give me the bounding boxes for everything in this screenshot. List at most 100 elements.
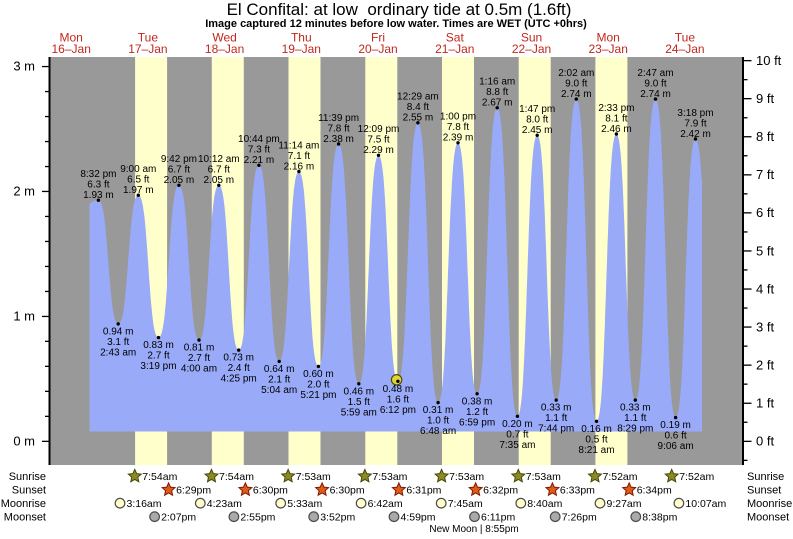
svg-text:0.81 m: 0.81 m xyxy=(184,343,215,354)
svg-text:9 ft: 9 ft xyxy=(756,91,774,106)
svg-text:6.7 ft: 6.7 ft xyxy=(208,165,230,176)
svg-text:2.7 ft: 2.7 ft xyxy=(147,351,169,362)
svg-text:0.46 m: 0.46 m xyxy=(344,386,375,397)
svg-text:3.1 ft: 3.1 ft xyxy=(107,337,129,348)
svg-text:7:26pm: 7:26pm xyxy=(562,511,597,523)
svg-text:2.05 m: 2.05 m xyxy=(164,175,195,186)
svg-text:8:40am: 8:40am xyxy=(527,498,562,510)
svg-text:3 m: 3 m xyxy=(13,59,35,74)
svg-text:21–Jan: 21–Jan xyxy=(435,42,474,56)
svg-text:7.9 ft: 7.9 ft xyxy=(684,118,706,129)
svg-text:6.7 ft: 6.7 ft xyxy=(168,165,190,176)
svg-text:Moonset: Moonset xyxy=(4,511,46,523)
svg-text:2.21 m: 2.21 m xyxy=(244,155,275,166)
svg-text:2.0 ft: 2.0 ft xyxy=(307,379,329,390)
svg-text:New Moon | 8:55pm: New Moon | 8:55pm xyxy=(429,524,518,535)
svg-text:Tue: Tue xyxy=(675,31,696,45)
svg-text:2.55 m: 2.55 m xyxy=(403,113,434,124)
svg-text:7:54am: 7:54am xyxy=(219,471,254,483)
svg-text:Tue: Tue xyxy=(138,31,159,45)
svg-text:Wed: Wed xyxy=(212,31,236,45)
svg-text:6:32pm: 6:32pm xyxy=(483,484,518,496)
svg-text:0.16 m: 0.16 m xyxy=(581,424,612,435)
svg-text:7.8 ft: 7.8 ft xyxy=(327,123,349,134)
svg-text:5:33am: 5:33am xyxy=(287,498,322,510)
svg-text:Mon: Mon xyxy=(597,31,620,45)
svg-text:2:43 am: 2:43 am xyxy=(100,347,136,358)
svg-text:7:54am: 7:54am xyxy=(142,471,177,483)
svg-text:Fri: Fri xyxy=(371,31,385,45)
svg-text:1:47 pm: 1:47 pm xyxy=(519,104,555,115)
svg-text:11:14 am: 11:14 am xyxy=(278,140,319,151)
svg-text:1.1 ft: 1.1 ft xyxy=(624,413,646,424)
svg-text:Sunrise: Sunrise xyxy=(9,471,46,483)
svg-text:Moonrise: Moonrise xyxy=(747,498,792,510)
svg-text:8.1 ft: 8.1 ft xyxy=(605,113,627,124)
svg-text:0.60 m: 0.60 m xyxy=(303,369,334,380)
svg-text:4:00 am: 4:00 am xyxy=(181,364,217,375)
svg-text:3:52pm: 3:52pm xyxy=(320,511,355,523)
svg-text:Sunset: Sunset xyxy=(12,484,46,496)
svg-text:10:12 am: 10:12 am xyxy=(198,154,240,165)
svg-text:2.1 ft: 2.1 ft xyxy=(268,374,290,385)
svg-text:2.45 m: 2.45 m xyxy=(522,125,553,136)
svg-text:4 ft: 4 ft xyxy=(756,281,774,296)
svg-text:7:44 pm: 7:44 pm xyxy=(538,424,574,435)
svg-text:El Confital: at low ordinary: El Confital: at low ordinary tide at 0.5… xyxy=(227,0,572,19)
svg-text:6:48 am: 6:48 am xyxy=(420,426,456,437)
svg-text:6:12 pm: 6:12 pm xyxy=(380,405,416,416)
svg-text:7.5 ft: 7.5 ft xyxy=(367,135,389,146)
svg-text:8 ft: 8 ft xyxy=(756,129,774,144)
svg-text:0.33 m: 0.33 m xyxy=(541,403,572,414)
svg-text:0.48 m: 0.48 m xyxy=(383,384,414,395)
svg-text:1.0 ft: 1.0 ft xyxy=(427,416,449,427)
svg-text:Mon: Mon xyxy=(60,31,83,45)
svg-text:8:21 am: 8:21 am xyxy=(578,445,614,456)
svg-text:12:29 am: 12:29 am xyxy=(397,92,439,103)
svg-text:9.0 ft: 9.0 ft xyxy=(644,78,666,89)
svg-text:2.05 m: 2.05 m xyxy=(204,175,235,186)
svg-text:3:19 pm: 3:19 pm xyxy=(140,361,176,372)
svg-text:7:45am: 7:45am xyxy=(448,498,483,510)
svg-text:0.5 ft: 0.5 ft xyxy=(585,434,607,445)
svg-text:12:09 pm: 12:09 pm xyxy=(358,124,400,135)
svg-text:6:31pm: 6:31pm xyxy=(406,484,441,496)
svg-text:0.83 m: 0.83 m xyxy=(143,340,174,351)
svg-text:9:06 am: 9:06 am xyxy=(658,441,694,452)
svg-text:18–Jan: 18–Jan xyxy=(205,42,244,56)
svg-text:5:21 pm: 5:21 pm xyxy=(300,390,336,401)
svg-text:Moonset: Moonset xyxy=(747,511,789,523)
svg-text:6:34pm: 6:34pm xyxy=(637,484,672,496)
svg-text:5 ft: 5 ft xyxy=(756,243,774,258)
svg-text:10:44 pm: 10:44 pm xyxy=(238,134,280,145)
svg-text:2 ft: 2 ft xyxy=(756,358,774,373)
svg-text:1.1 ft: 1.1 ft xyxy=(545,413,567,424)
svg-text:0 ft: 0 ft xyxy=(756,434,774,449)
svg-text:2:55pm: 2:55pm xyxy=(240,511,275,523)
svg-text:2.4 ft: 2.4 ft xyxy=(228,363,250,374)
svg-text:1:16 am: 1:16 am xyxy=(479,77,515,88)
svg-text:7:53am: 7:53am xyxy=(449,471,484,483)
svg-text:3:18 pm: 3:18 pm xyxy=(677,108,713,119)
svg-text:7:53am: 7:53am xyxy=(372,471,407,483)
svg-text:2.7 ft: 2.7 ft xyxy=(188,353,210,364)
svg-text:0.33 m: 0.33 m xyxy=(620,403,651,414)
svg-text:0.20 m: 0.20 m xyxy=(502,419,533,430)
svg-text:4:23am: 4:23am xyxy=(207,498,242,510)
svg-text:10 ft: 10 ft xyxy=(756,53,782,68)
svg-text:2.16 m: 2.16 m xyxy=(284,161,315,172)
svg-text:2.67 m: 2.67 m xyxy=(482,98,513,109)
svg-text:2.74 m: 2.74 m xyxy=(640,89,671,100)
svg-text:2.42 m: 2.42 m xyxy=(680,129,711,140)
svg-text:0.19 m: 0.19 m xyxy=(660,420,691,431)
svg-text:6:30pm: 6:30pm xyxy=(253,484,288,496)
svg-text:6:59 pm: 6:59 pm xyxy=(459,417,495,428)
svg-text:8.0 ft: 8.0 ft xyxy=(526,115,548,126)
svg-text:7.8 ft: 7.8 ft xyxy=(447,122,469,133)
svg-text:1 m: 1 m xyxy=(13,308,35,323)
svg-text:Sun: Sun xyxy=(521,31,542,45)
svg-text:2:02 am: 2:02 am xyxy=(558,68,594,79)
svg-text:7:35 am: 7:35 am xyxy=(499,440,535,451)
svg-text:8.8 ft: 8.8 ft xyxy=(486,87,508,98)
svg-text:2.46 m: 2.46 m xyxy=(601,124,632,135)
